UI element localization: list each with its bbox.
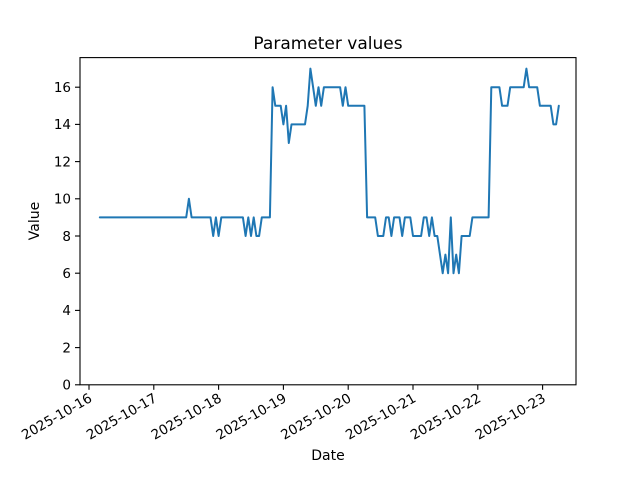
y-tick-label: 16 bbox=[54, 80, 71, 96]
y-tick-label: 6 bbox=[62, 266, 71, 282]
x-tick-label: 2025-10-18 bbox=[149, 390, 225, 443]
chart-title: Parameter values bbox=[253, 34, 403, 54]
y-tick-label: 10 bbox=[54, 192, 71, 208]
x-tick-label: 2025-10-17 bbox=[84, 390, 160, 443]
x-tick-label: 2025-10-20 bbox=[278, 390, 354, 443]
x-tick-label: 2025-10-23 bbox=[473, 390, 549, 443]
y-tick-label: 12 bbox=[54, 154, 71, 170]
y-tick-label: 14 bbox=[54, 117, 71, 133]
y-tick-label: 2 bbox=[62, 340, 71, 356]
data-line bbox=[98, 67, 560, 275]
x-tick-label: 2025-10-16 bbox=[19, 390, 95, 443]
axes-spines bbox=[79, 57, 577, 386]
x-axis-label: Date bbox=[311, 448, 345, 464]
y-tick-label: 8 bbox=[62, 229, 71, 245]
x-tick-label: 2025-10-21 bbox=[343, 390, 419, 443]
x-tick-label: 2025-10-19 bbox=[213, 390, 289, 443]
y-tick-label: 0 bbox=[62, 378, 71, 394]
y-tick-label: 4 bbox=[62, 303, 71, 319]
x-tick-label: 2025-10-22 bbox=[408, 390, 484, 443]
y-axis-label: Value bbox=[27, 201, 43, 241]
